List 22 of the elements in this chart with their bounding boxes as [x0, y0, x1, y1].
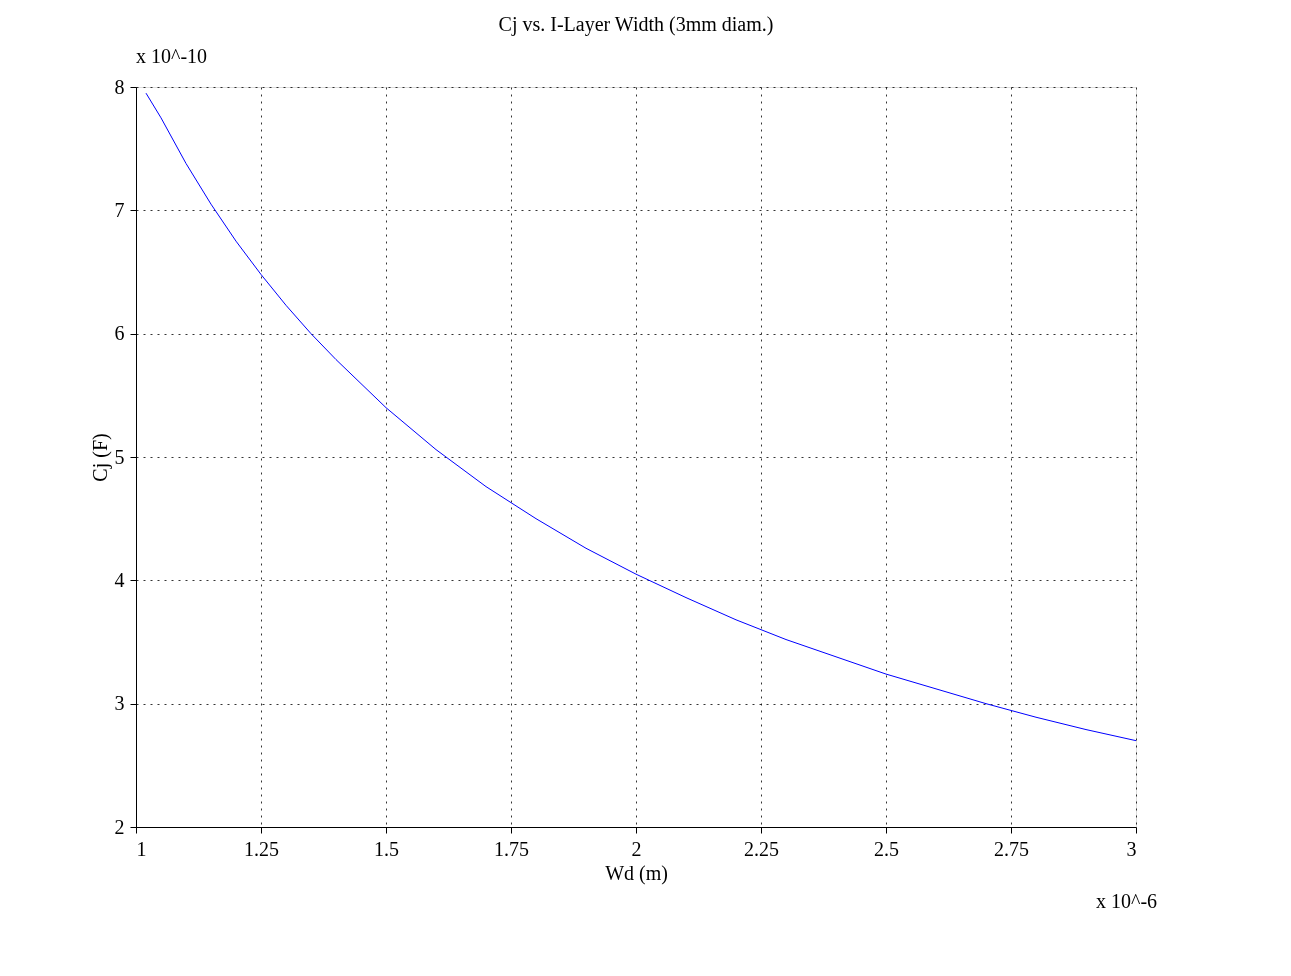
x-tick-label: 1.5 [374, 837, 399, 860]
x-axis-title: Wd (m) [605, 861, 668, 885]
x-tick-label: 1.75 [494, 837, 529, 860]
y-tick-label: 8 [114, 75, 125, 98]
x-tick-label: 2.75 [994, 837, 1029, 860]
x-tick-label: 2.25 [744, 837, 779, 860]
text: x 10^-6 [1096, 890, 1158, 912]
x-tick-label: 1.25 [244, 837, 279, 860]
text: x 10^-10 [136, 45, 208, 67]
y-tick-label: 6 [114, 322, 125, 345]
x-tick-label: 1 [136, 837, 147, 860]
y-tick-label: 5 [114, 445, 125, 468]
x-tick-label: 2 [631, 837, 642, 860]
y-tick-label: 4 [114, 568, 125, 591]
x-tick-label: 2.5 [874, 837, 899, 860]
y-tick-label: 7 [114, 198, 125, 221]
y-axis-title: Cj (F) [88, 433, 112, 482]
y-tick-label: 3 [114, 692, 125, 715]
chart-title: Cj vs. I-Layer Width (3mm diam.) [498, 13, 774, 36]
y-tick-label: 2 [114, 815, 125, 838]
x-tick-label: 3 [1126, 837, 1137, 860]
line-series [145, 92, 1137, 742]
